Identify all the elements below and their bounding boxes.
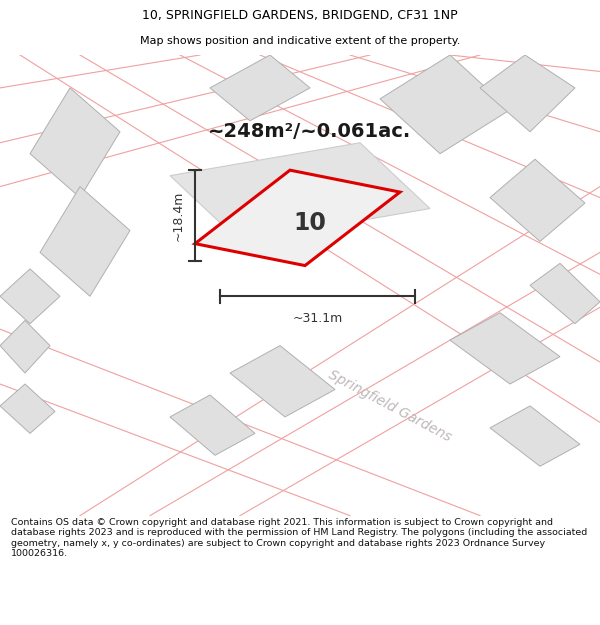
Polygon shape <box>230 176 305 236</box>
Text: ~18.4m: ~18.4m <box>172 191 185 241</box>
Text: 10, SPRINGFIELD GARDENS, BRIDGEND, CF31 1NP: 10, SPRINGFIELD GARDENS, BRIDGEND, CF31 … <box>142 9 458 22</box>
Text: Springfield Gardens: Springfield Gardens <box>326 368 454 444</box>
Polygon shape <box>490 406 580 466</box>
Polygon shape <box>530 263 600 324</box>
Polygon shape <box>40 187 130 296</box>
Polygon shape <box>480 55 575 132</box>
Polygon shape <box>230 346 335 417</box>
Text: ~31.1m: ~31.1m <box>292 312 343 324</box>
Polygon shape <box>450 312 560 384</box>
Polygon shape <box>170 395 255 455</box>
Text: ~248m²/~0.061ac.: ~248m²/~0.061ac. <box>208 122 412 141</box>
Polygon shape <box>0 321 50 373</box>
Polygon shape <box>490 159 585 241</box>
Polygon shape <box>170 142 430 241</box>
Polygon shape <box>380 55 510 154</box>
Polygon shape <box>210 55 310 121</box>
Text: 10: 10 <box>293 211 326 235</box>
Polygon shape <box>195 170 400 266</box>
Polygon shape <box>0 384 55 433</box>
Text: Contains OS data © Crown copyright and database right 2021. This information is : Contains OS data © Crown copyright and d… <box>11 518 587 558</box>
Text: Map shows position and indicative extent of the property.: Map shows position and indicative extent… <box>140 36 460 46</box>
Polygon shape <box>0 269 60 324</box>
Polygon shape <box>30 88 120 198</box>
